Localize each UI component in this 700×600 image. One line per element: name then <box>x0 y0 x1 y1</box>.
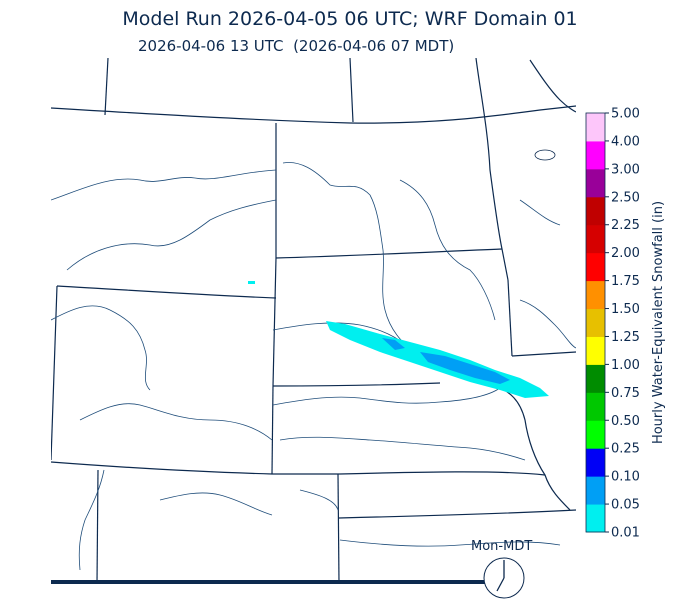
colorbar-tick-label: 0.25 <box>611 442 640 457</box>
colorbar-swatch <box>586 280 605 310</box>
colorbar-swatch <box>586 196 605 226</box>
clock-label: Mon-MDT <box>471 539 533 554</box>
colorbar-swatch <box>586 336 605 365</box>
state-borders <box>51 58 576 583</box>
colorbar-tick-label: 2.50 <box>611 190 640 205</box>
colorbar-swatch <box>586 308 605 337</box>
colorbar-swatch <box>586 392 605 421</box>
colorbar-tick-label: 2.00 <box>611 246 640 261</box>
lake <box>534 149 556 161</box>
snowfall-swath <box>248 281 549 398</box>
colorbar-tick-label: 1.75 <box>611 274 640 289</box>
colorbar-tick-label: 0.75 <box>611 386 640 401</box>
colorbar-tick-label: 1.25 <box>611 330 640 345</box>
colorbar-swatch <box>586 364 605 393</box>
colorbar-tick-label: 0.50 <box>611 414 640 429</box>
colorbar: 0.01 0.05 0.10 0.25 0.50 0.75 1.00 1.25 1.50 1.75… <box>585 107 666 541</box>
colorbar-tick-label: 1.50 <box>611 302 640 317</box>
colorbar-swatch <box>586 476 605 505</box>
colorbar-swatch <box>586 113 605 142</box>
colorbar-tick-label: 0.10 <box>611 470 640 485</box>
clock-icon <box>483 557 525 599</box>
colorbar-tick-label: 0.05 <box>611 498 640 513</box>
colorbar-tick-label: 4.00 <box>611 134 640 149</box>
colorbar-swatch <box>586 224 605 254</box>
map-bottom-bar <box>51 580 486 584</box>
map-title: Model Run 2026-04-05 06 UTC; WRF Domain … <box>122 8 578 30</box>
map-area <box>51 58 576 583</box>
colorbar-tick-label: 5.00 <box>611 107 640 122</box>
colorbar-tick-label: 1.00 <box>611 358 640 373</box>
colorbar-swatch <box>586 420 605 449</box>
colorbar-swatch <box>586 168 605 198</box>
colorbar-label: Hourly Water-Equivalent Snowfall (in) <box>651 201 666 444</box>
colorbar-tick-label: 3.00 <box>611 162 640 177</box>
map-subtitle: 2026-04-06 13 UTC (2026-04-06 07 MDT) <box>138 37 455 55</box>
colorbar-swatch <box>586 504 605 533</box>
colorbar-swatch <box>586 252 605 282</box>
colorbar-swatch <box>586 448 605 477</box>
colorbar-tick-label: 2.25 <box>611 218 640 233</box>
colorbar-tick-label: 0.01 <box>611 526 640 541</box>
colorbar-frame <box>585 112 606 533</box>
colorbar-swatch <box>586 140 605 170</box>
